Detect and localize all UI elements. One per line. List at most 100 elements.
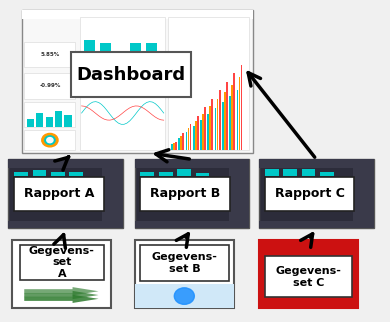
FancyBboxPatch shape [51,172,65,176]
FancyBboxPatch shape [9,222,123,228]
FancyBboxPatch shape [159,172,173,176]
FancyBboxPatch shape [222,102,224,150]
FancyBboxPatch shape [135,284,234,308]
FancyBboxPatch shape [146,43,157,69]
FancyBboxPatch shape [115,52,126,69]
FancyBboxPatch shape [301,169,315,176]
FancyBboxPatch shape [9,159,123,228]
FancyBboxPatch shape [140,177,230,211]
Text: Gegevens-
set
A: Gegevens- set A [29,246,95,279]
FancyBboxPatch shape [9,159,123,168]
FancyBboxPatch shape [71,52,191,97]
FancyBboxPatch shape [217,99,218,150]
FancyBboxPatch shape [265,177,354,211]
FancyBboxPatch shape [22,10,253,19]
FancyBboxPatch shape [195,173,209,176]
FancyBboxPatch shape [135,240,234,308]
FancyBboxPatch shape [168,17,249,150]
Text: Gegevens-
set B: Gegevens- set B [151,252,217,274]
FancyBboxPatch shape [14,172,28,176]
FancyBboxPatch shape [219,90,220,150]
FancyBboxPatch shape [69,172,83,176]
FancyBboxPatch shape [186,132,187,150]
FancyBboxPatch shape [173,143,175,150]
FancyBboxPatch shape [140,245,229,281]
FancyBboxPatch shape [182,133,184,150]
FancyBboxPatch shape [171,144,173,150]
FancyBboxPatch shape [231,85,233,150]
FancyBboxPatch shape [259,159,374,168]
FancyBboxPatch shape [80,74,165,150]
FancyBboxPatch shape [353,159,374,228]
Text: 5.85%: 5.85% [40,52,60,57]
Circle shape [47,137,53,143]
FancyBboxPatch shape [25,102,75,127]
FancyBboxPatch shape [32,170,46,176]
FancyBboxPatch shape [180,136,182,150]
FancyBboxPatch shape [229,96,231,150]
FancyBboxPatch shape [259,222,374,228]
FancyBboxPatch shape [99,43,111,69]
FancyBboxPatch shape [320,172,333,176]
FancyBboxPatch shape [25,73,75,99]
FancyBboxPatch shape [229,159,250,228]
FancyBboxPatch shape [25,42,75,67]
FancyBboxPatch shape [80,17,165,72]
FancyBboxPatch shape [239,77,240,150]
FancyBboxPatch shape [140,172,154,176]
Circle shape [174,288,194,304]
Circle shape [45,136,55,145]
FancyBboxPatch shape [204,107,206,150]
FancyBboxPatch shape [22,10,253,153]
FancyBboxPatch shape [25,130,75,150]
FancyBboxPatch shape [103,159,123,228]
Text: Rapport B: Rapport B [150,187,220,200]
Text: Rapport A: Rapport A [24,187,94,200]
FancyBboxPatch shape [64,115,72,127]
FancyBboxPatch shape [20,245,104,279]
FancyBboxPatch shape [84,40,95,69]
Polygon shape [24,291,99,299]
FancyBboxPatch shape [190,124,191,150]
FancyBboxPatch shape [200,120,202,150]
FancyBboxPatch shape [207,114,209,150]
FancyBboxPatch shape [130,43,142,69]
FancyBboxPatch shape [175,142,177,150]
FancyBboxPatch shape [259,240,358,308]
FancyBboxPatch shape [178,138,180,150]
FancyBboxPatch shape [195,121,197,150]
FancyBboxPatch shape [236,90,238,150]
Text: -0.99%: -0.99% [39,83,60,89]
FancyBboxPatch shape [226,82,228,150]
FancyBboxPatch shape [224,92,226,150]
Text: Gegevens-
set C: Gegevens- set C [276,266,342,288]
FancyBboxPatch shape [211,99,213,150]
FancyBboxPatch shape [27,119,34,127]
FancyBboxPatch shape [12,240,112,308]
FancyBboxPatch shape [215,108,216,150]
FancyBboxPatch shape [283,169,297,176]
Text: Rapport C: Rapport C [275,187,344,200]
FancyBboxPatch shape [46,117,53,127]
FancyBboxPatch shape [188,128,190,150]
Polygon shape [24,295,99,303]
FancyBboxPatch shape [36,113,43,127]
FancyBboxPatch shape [135,159,250,228]
FancyBboxPatch shape [259,159,374,228]
FancyBboxPatch shape [14,177,104,211]
FancyBboxPatch shape [202,114,204,150]
FancyBboxPatch shape [265,256,352,298]
FancyBboxPatch shape [241,64,242,150]
FancyBboxPatch shape [135,159,250,168]
FancyBboxPatch shape [197,116,199,150]
Polygon shape [24,287,99,295]
FancyBboxPatch shape [233,73,235,150]
FancyBboxPatch shape [209,107,211,150]
FancyBboxPatch shape [55,111,62,127]
FancyBboxPatch shape [193,126,195,150]
Circle shape [42,133,58,147]
FancyBboxPatch shape [135,222,250,228]
FancyBboxPatch shape [177,169,191,176]
FancyBboxPatch shape [265,169,278,176]
Text: Dashboard: Dashboard [76,65,185,83]
